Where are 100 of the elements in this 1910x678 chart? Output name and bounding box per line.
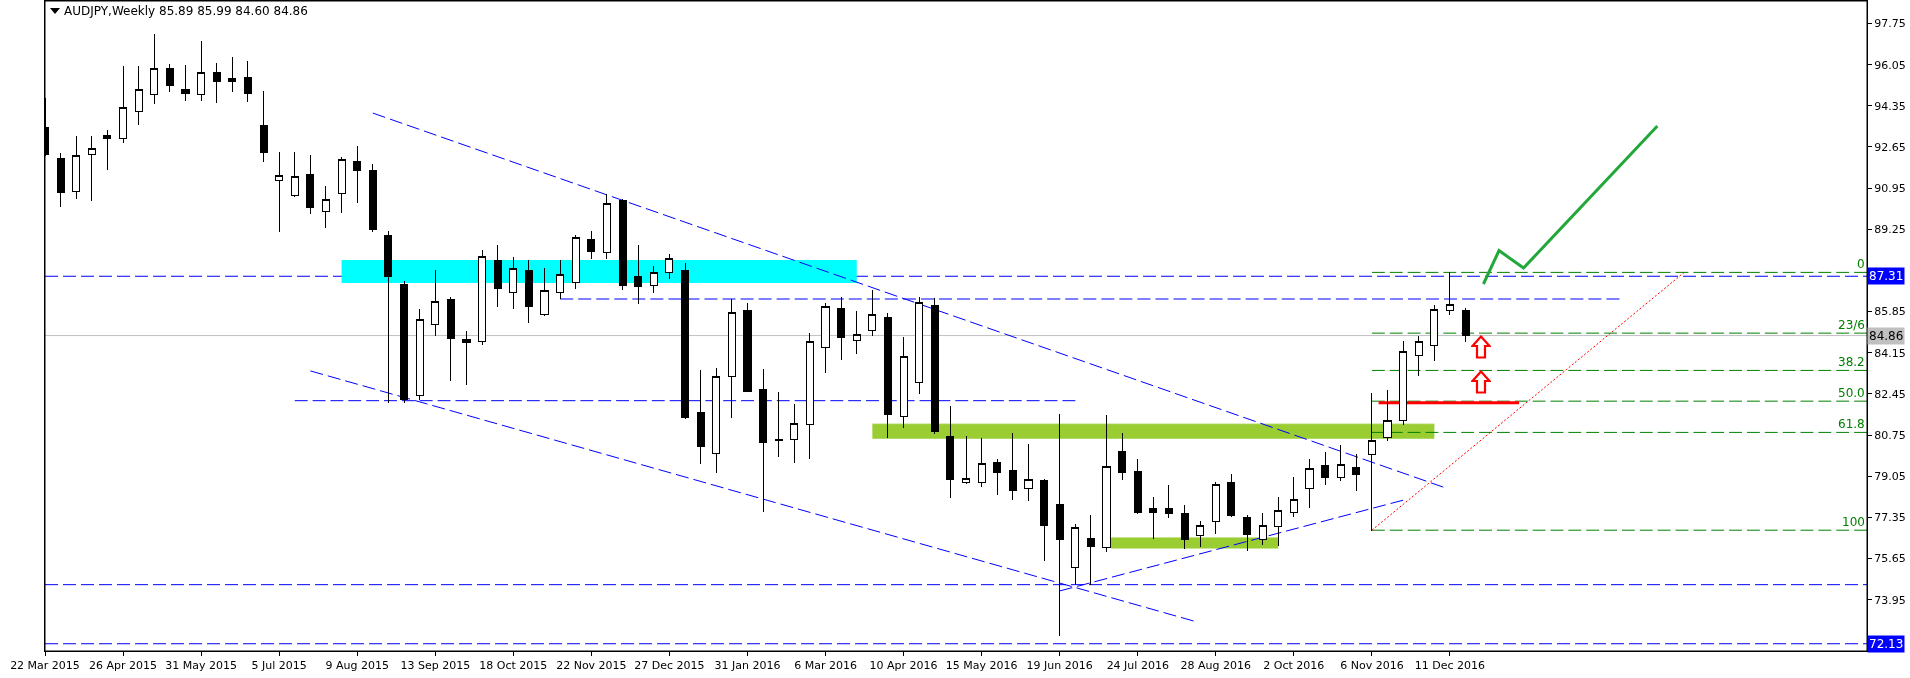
candlestick <box>696 370 705 464</box>
x-tick-label: 15 May 2016 <box>945 659 1018 673</box>
x-tick-label: 13 Sep 2015 <box>400 659 471 673</box>
candlestick <box>587 231 596 259</box>
x-tick-label: 26 Apr 2015 <box>89 659 158 673</box>
y-tick-label: 75.65 <box>1874 552 1906 566</box>
candlestick <box>977 438 986 487</box>
candlestick <box>1336 444 1345 482</box>
candlestick <box>1430 304 1439 362</box>
candlestick <box>1071 523 1080 586</box>
candlestick <box>1461 307 1470 343</box>
candlestick <box>1055 413 1064 637</box>
candlestick <box>1102 415 1111 553</box>
candlestick <box>1118 433 1127 480</box>
y-tick-label: 77.35 <box>1874 511 1906 525</box>
candlestick <box>290 151 299 198</box>
candlestick <box>1321 451 1330 485</box>
series-label: 38.2 <box>1838 355 1865 369</box>
candlestick <box>181 65 190 101</box>
candlestick <box>1040 479 1049 562</box>
candlestick <box>87 136 96 201</box>
candlestick <box>961 436 971 484</box>
candlestick <box>665 253 674 280</box>
candlestick <box>478 250 487 346</box>
candlestick <box>1008 433 1017 500</box>
candlestick <box>1383 389 1392 441</box>
candlestick <box>727 298 736 418</box>
x-tick-label: 18 Oct 2015 <box>479 659 548 673</box>
candlestick <box>1289 476 1298 518</box>
candlestick <box>243 60 252 102</box>
candlestick <box>883 312 893 438</box>
candlestick <box>868 290 877 336</box>
x-tick-label: 6 Nov 2016 <box>1340 659 1404 673</box>
candlestick <box>915 297 924 394</box>
candlestick <box>446 297 455 381</box>
y-tick-label: 96.05 <box>1874 58 1906 72</box>
y-tick-label: 97.75 <box>1874 17 1906 31</box>
chart-title: AUDJPY,Weekly 85.89 85.99 84.60 84.86 <box>64 4 308 19</box>
x-tick-label: 31 Jan 2016 <box>714 659 781 673</box>
candlestick <box>743 302 752 393</box>
candlestick <box>790 403 799 463</box>
candlestick <box>1024 444 1033 502</box>
y-tick-label: 92.65 <box>1874 140 1906 154</box>
series-label: 23/6 <box>1838 318 1865 332</box>
candlestick <box>1258 513 1267 546</box>
candlestick <box>275 152 284 232</box>
candlestick <box>493 244 502 308</box>
ref-line-label: 84.86 <box>1869 329 1904 343</box>
candlestick <box>1180 505 1189 549</box>
y-tick-label: 84.15 <box>1874 346 1906 360</box>
candlestick <box>821 302 830 374</box>
candlestick <box>571 235 580 290</box>
candlestick <box>524 259 533 323</box>
candlestick <box>228 57 237 93</box>
candlestick <box>1367 392 1376 531</box>
x-tick-label: 19 Jun 2016 <box>1026 659 1093 673</box>
candlestick <box>1352 454 1361 492</box>
y-tick-label: 89.25 <box>1874 223 1906 237</box>
series-label: 100 <box>1842 515 1865 529</box>
candlestick <box>556 260 565 299</box>
candlestick <box>1133 459 1142 515</box>
line-series <box>1481 124 1659 286</box>
candlestick <box>993 458 1002 495</box>
series-label: 0 <box>1857 257 1865 271</box>
y-tick-label: 94.35 <box>1874 99 1906 113</box>
x-tick-label: 6 Mar 2016 <box>794 659 857 673</box>
candlestick <box>56 152 65 208</box>
candlestick <box>1274 496 1283 547</box>
candlestick <box>1305 458 1314 508</box>
candlestick <box>119 66 128 143</box>
x-tick-label: 31 May 2015 <box>165 659 237 673</box>
candlestick <box>353 145 362 203</box>
y-tick-label: 80.75 <box>1874 428 1906 442</box>
candlestick <box>212 62 221 104</box>
candlestick <box>1164 484 1174 518</box>
y-tick-label: 79.05 <box>1874 470 1906 484</box>
candlestick <box>930 298 939 434</box>
candlestick <box>321 185 331 228</box>
candlestick <box>1086 515 1095 586</box>
candlestick <box>837 297 846 361</box>
x-tick-label: 24 Jul 2016 <box>1106 659 1169 673</box>
x-tick-label: 22 Mar 2015 <box>10 659 80 673</box>
candlestick <box>1242 514 1252 551</box>
candlestick <box>602 193 612 259</box>
candlestick <box>852 310 861 354</box>
y-tick-label: 85.85 <box>1874 305 1906 319</box>
x-tick-label: 5 Jul 2015 <box>251 659 307 673</box>
candlestick <box>165 64 174 93</box>
candlestick <box>680 262 690 419</box>
candlestick <box>946 405 955 498</box>
candlestick <box>103 129 112 171</box>
candlestick <box>712 367 721 474</box>
candlestick <box>1445 271 1455 315</box>
candlestick <box>805 333 814 459</box>
y-tick-label: 82.45 <box>1874 387 1906 401</box>
candlestick <box>1211 481 1220 534</box>
candlestick <box>540 268 549 316</box>
candlestick <box>649 266 658 293</box>
candlestick <box>899 336 908 429</box>
candlestick <box>150 34 159 105</box>
